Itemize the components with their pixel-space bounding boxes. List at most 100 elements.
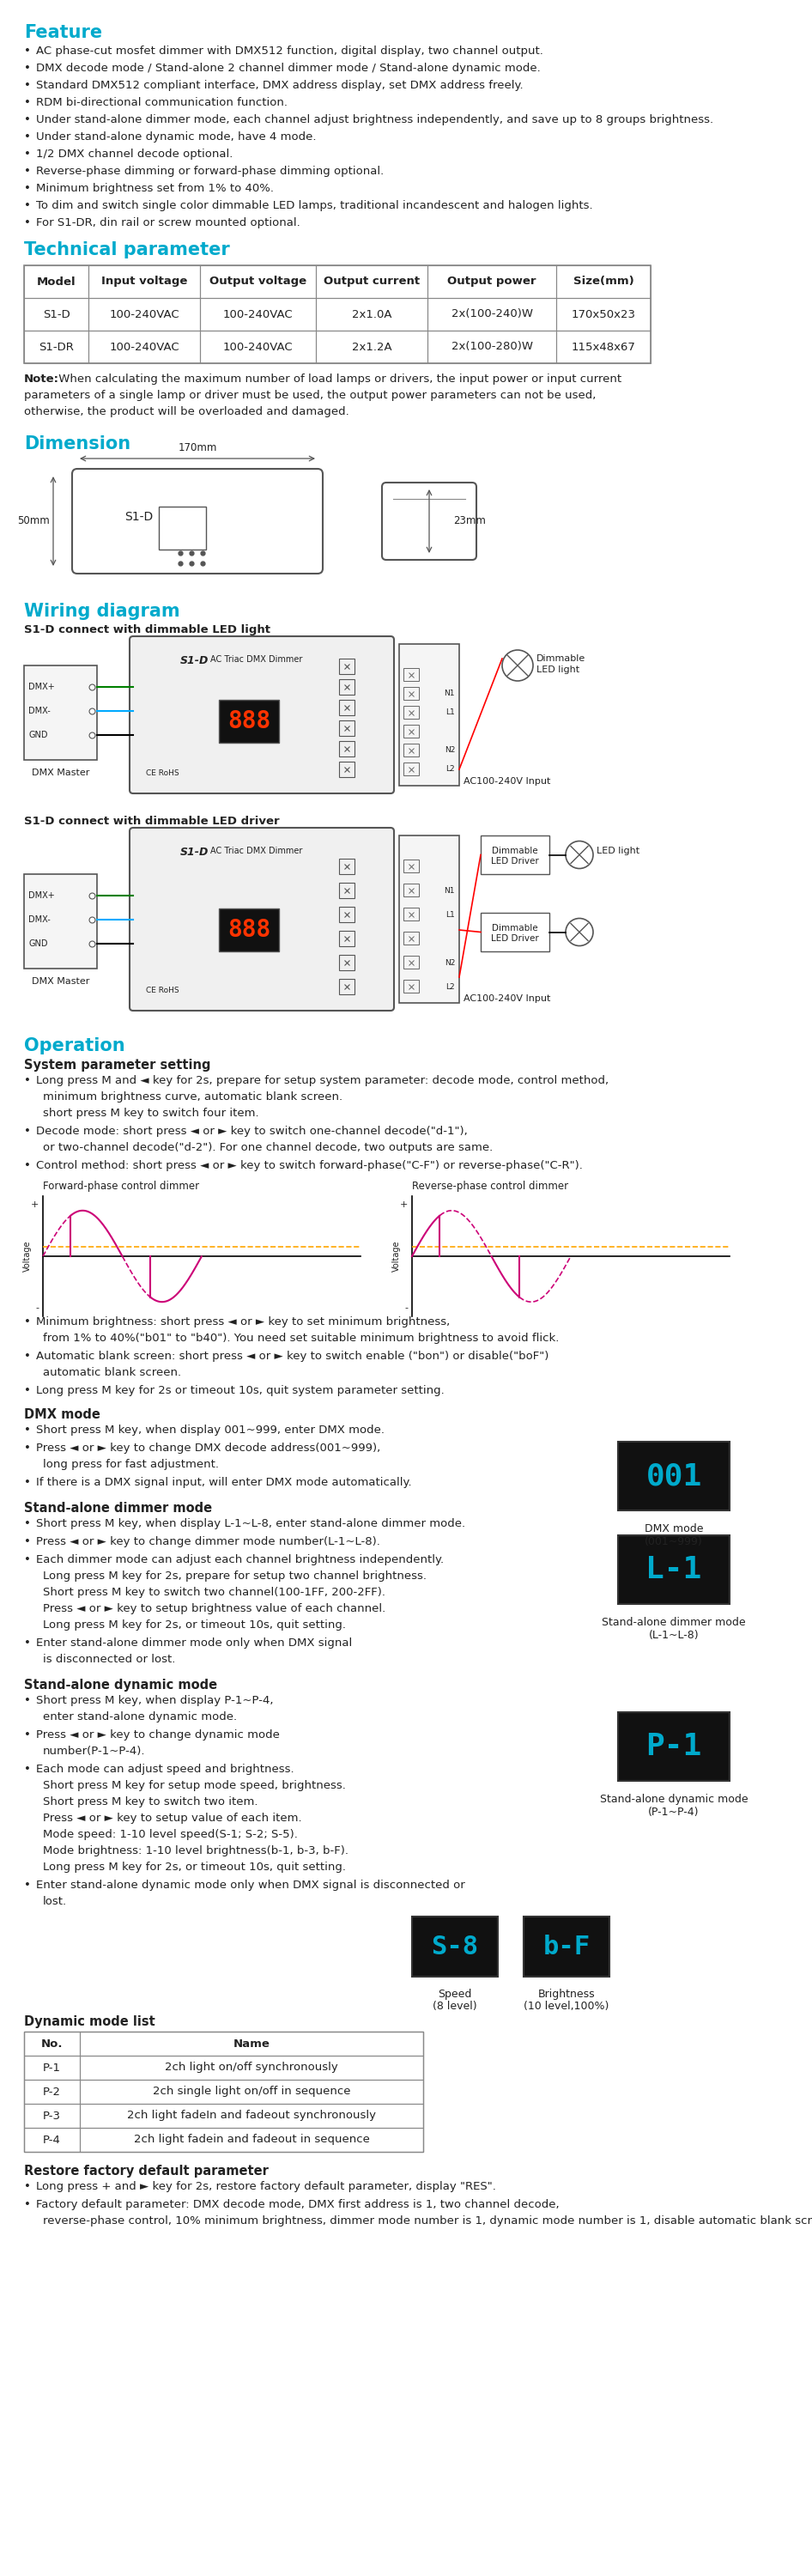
- Text: Dynamic mode list: Dynamic mode list: [24, 2014, 155, 2027]
- Text: Stand-alone dynamic mode: Stand-alone dynamic mode: [600, 1793, 748, 1806]
- Text: L-1: L-1: [646, 1556, 702, 1584]
- Text: Brightness: Brightness: [538, 1989, 595, 1999]
- Text: 2x1.0A: 2x1.0A: [352, 309, 391, 319]
- Text: •: •: [24, 183, 31, 193]
- Text: •: •: [24, 1443, 31, 1453]
- Text: otherwise, the product will be overloaded and damaged.: otherwise, the product will be overloade…: [24, 407, 349, 417]
- Text: (L-1~L-8): (L-1~L-8): [649, 1631, 699, 1641]
- Bar: [404, 884, 419, 896]
- Text: •: •: [24, 1126, 31, 1136]
- Text: Model: Model: [37, 276, 76, 289]
- Bar: [618, 1713, 730, 1780]
- Bar: [89, 265, 200, 299]
- Bar: [481, 912, 550, 951]
- Text: •: •: [24, 1535, 31, 1548]
- Text: •: •: [24, 1386, 31, 1396]
- Bar: [219, 701, 279, 742]
- Text: L1: L1: [446, 708, 455, 716]
- Text: Feature: Feature: [24, 23, 102, 41]
- Bar: [339, 930, 355, 945]
- Bar: [427, 265, 556, 299]
- Text: +: +: [400, 1200, 408, 1208]
- Text: Under stand-alone dimmer mode, each channel adjust brightness independently, and: Under stand-alone dimmer mode, each chan…: [36, 113, 714, 126]
- Bar: [24, 2032, 423, 2151]
- Text: •: •: [24, 1425, 31, 1435]
- Text: Under stand-alone dynamic mode, have 4 mode.: Under stand-alone dynamic mode, have 4 m…: [36, 131, 317, 142]
- Bar: [427, 299, 556, 330]
- Text: Stand-alone dynamic mode: Stand-alone dynamic mode: [24, 1680, 218, 1692]
- Bar: [618, 1535, 730, 1605]
- Text: N2: N2: [444, 747, 455, 755]
- Text: •: •: [24, 165, 31, 178]
- Bar: [404, 744, 419, 757]
- Text: Size(mm): Size(mm): [573, 276, 634, 289]
- Bar: [200, 265, 316, 299]
- Text: Mode speed: 1-10 level speed(S-1; S-2; S-5).: Mode speed: 1-10 level speed(S-1; S-2; S…: [43, 1829, 298, 1839]
- Text: •: •: [24, 1517, 31, 1530]
- Bar: [80, 2056, 423, 2079]
- Text: 001: 001: [646, 1461, 702, 1492]
- Bar: [159, 507, 206, 549]
- Text: To dim and switch single color dimmable LED lamps, traditional incandescent and : To dim and switch single color dimmable …: [36, 201, 593, 211]
- Text: Short press M key, when display P-1~P-4,: Short press M key, when display P-1~P-4,: [36, 1695, 274, 1705]
- Text: 2ch light fadein and fadeout in sequence: 2ch light fadein and fadeout in sequence: [133, 2133, 369, 2146]
- Bar: [404, 860, 419, 873]
- Text: Output current: Output current: [323, 276, 420, 289]
- Text: •: •: [24, 1074, 31, 1087]
- Text: S1-D: S1-D: [180, 654, 209, 667]
- Bar: [24, 330, 89, 363]
- Text: AC100-240V Input: AC100-240V Input: [464, 778, 551, 786]
- Text: short press M key to switch four item.: short press M key to switch four item.: [43, 1108, 259, 1118]
- Bar: [524, 1917, 610, 1976]
- Text: or two-channel decode("d-2"). For one channel decode, two outputs are same.: or two-channel decode("d-2"). For one ch…: [43, 1141, 493, 1154]
- Text: DMX+: DMX+: [28, 891, 54, 899]
- Text: Forward-phase control dimmer: Forward-phase control dimmer: [43, 1180, 199, 1193]
- Bar: [24, 2056, 80, 2079]
- Bar: [400, 644, 460, 786]
- Text: Control method: short press ◄ or ► key to switch forward-phase("C-F") or reverse: Control method: short press ◄ or ► key t…: [36, 1159, 583, 1172]
- Bar: [618, 1443, 730, 1510]
- Text: GND: GND: [28, 940, 48, 948]
- Text: •: •: [24, 1553, 31, 1566]
- Text: S1-D connect with dimmable LED driver: S1-D connect with dimmable LED driver: [24, 817, 279, 827]
- Text: Short press M key, when display L-1~L-8, enter stand-alone dimmer mode.: Short press M key, when display L-1~L-8,…: [36, 1517, 465, 1530]
- Text: Long press + and ► key for 2s, restore factory default parameter, display "RES".: Long press + and ► key for 2s, restore f…: [36, 2182, 496, 2192]
- Text: Stand-alone dimmer mode: Stand-alone dimmer mode: [602, 1618, 745, 1628]
- Text: Note:: Note:: [24, 374, 59, 384]
- Text: LED Driver: LED Driver: [491, 935, 539, 943]
- Text: System parameter setting: System parameter setting: [24, 1059, 211, 1072]
- Text: enter stand-alone dynamic mode.: enter stand-alone dynamic mode.: [43, 1710, 237, 1723]
- Text: DMX Master: DMX Master: [32, 976, 89, 987]
- Text: Name: Name: [233, 2038, 270, 2050]
- Text: N1: N1: [444, 886, 455, 894]
- Text: •: •: [24, 131, 31, 142]
- Bar: [339, 701, 355, 716]
- Text: Long press M key for 2s, or timeout 10s, quit setting.: Long press M key for 2s, or timeout 10s,…: [43, 1620, 346, 1631]
- Text: AC phase-cut mosfet dimmer with DMX512 function, digital display, two channel ou: AC phase-cut mosfet dimmer with DMX512 f…: [36, 46, 543, 57]
- Text: P-4: P-4: [43, 2133, 61, 2146]
- Text: +: +: [31, 1200, 39, 1208]
- Text: •: •: [24, 98, 31, 108]
- Text: When calculating the maximum number of load lamps or drivers, the input power or: When calculating the maximum number of l…: [55, 374, 621, 384]
- Bar: [80, 2105, 423, 2128]
- Bar: [24, 2079, 80, 2105]
- Text: is disconnected or lost.: is disconnected or lost.: [43, 1654, 175, 1664]
- Text: AC Triac DMX Dimmer: AC Triac DMX Dimmer: [210, 848, 302, 855]
- Text: •: •: [24, 1159, 31, 1172]
- Text: S-8: S-8: [431, 1935, 478, 1958]
- Text: 2x1.2A: 2x1.2A: [352, 343, 391, 353]
- Text: Dimmable: Dimmable: [492, 925, 538, 933]
- Text: S1-D: S1-D: [124, 510, 153, 523]
- Text: 2x(100-280)W: 2x(100-280)W: [451, 343, 533, 353]
- Text: S1-D connect with dimmable LED light: S1-D connect with dimmable LED light: [24, 623, 270, 636]
- Text: •: •: [24, 1316, 31, 1327]
- Text: from 1% to 40%("b01" to "b40"). You need set suitable minimum brightness to avoi: from 1% to 40%("b01" to "b40"). You need…: [43, 1332, 559, 1345]
- Text: Decode mode: short press ◄ or ► key to switch one-channel decode("d-1"),: Decode mode: short press ◄ or ► key to s…: [36, 1126, 468, 1136]
- Text: Short press M key to switch two channel(100-1FF, 200-2FF).: Short press M key to switch two channel(…: [43, 1587, 386, 1597]
- Bar: [339, 721, 355, 737]
- Text: AC Triac DMX Dimmer: AC Triac DMX Dimmer: [210, 654, 302, 665]
- Bar: [427, 330, 556, 363]
- Text: •: •: [24, 1350, 31, 1363]
- Text: 100-240VAC: 100-240VAC: [109, 309, 179, 319]
- Text: Dimmable: Dimmable: [492, 845, 538, 855]
